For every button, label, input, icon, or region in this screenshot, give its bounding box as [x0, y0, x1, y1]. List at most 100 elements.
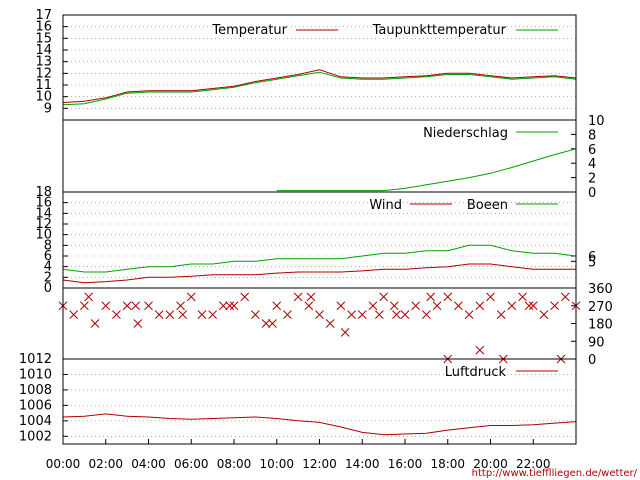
y-tick-label: 1012	[19, 352, 52, 367]
wind-direction-marker	[69, 310, 79, 319]
wind-direction-marker	[208, 310, 217, 319]
wind-direction-marker	[443, 292, 453, 302]
wind-direction-marker	[524, 301, 534, 311]
wind-direction-marker	[84, 292, 94, 302]
wind-direction-marker	[225, 301, 235, 311]
wind-direction-marker	[229, 301, 239, 311]
y-tick-label: 18	[35, 185, 52, 200]
series-line-luftdruck	[62, 413, 577, 436]
y-tick-label: 8	[44, 238, 52, 253]
y2-tick-label: 180	[588, 318, 613, 333]
y-tick-label: 6	[44, 249, 52, 264]
y-tick-label: 4	[44, 260, 52, 275]
wind-direction-marker	[251, 310, 260, 319]
wind-direction-marker	[374, 310, 384, 319]
wind-direction-marker	[268, 319, 277, 328]
wind-direction-marker	[122, 301, 132, 311]
wind-direction-marker	[293, 292, 303, 302]
y-tick-label: 1006	[19, 398, 52, 413]
wind-direction-marker	[240, 292, 250, 302]
wind-direction-marker	[283, 310, 292, 319]
wind-direction-marker	[389, 301, 399, 311]
wind-direction-marker	[539, 310, 549, 319]
y2-tick-label: 0	[588, 186, 596, 201]
y-tick-label: 15	[35, 31, 52, 46]
y2-tick-label: 0	[588, 353, 596, 368]
y-tick-label: 10	[35, 228, 52, 243]
wind-direction-marker	[336, 301, 346, 311]
y-tick-label: 14	[35, 43, 52, 58]
legend-label-temperatur: Temperatur	[211, 23, 287, 38]
source-url: http://www.tiefflliegen.de/wetter/	[472, 468, 638, 479]
wind-direction-marker	[315, 310, 324, 319]
wind-direction-marker	[422, 310, 431, 319]
x-tick-label: 10:00	[259, 457, 294, 471]
x-tick-label: 04:00	[131, 457, 166, 471]
y-tick-label: 10	[35, 90, 52, 105]
y-tick-label: 17	[35, 8, 52, 23]
y2-tick-label: 6	[588, 143, 596, 158]
x-tick-label: 20:00	[473, 457, 508, 471]
wind-direction-marker	[131, 301, 141, 311]
series-line-boeen	[62, 244, 577, 273]
y2-tick-label: 270	[588, 300, 613, 315]
wind-direction-marker	[306, 292, 316, 302]
wind-direction-marker	[340, 328, 350, 337]
wind-direction-marker	[178, 310, 188, 319]
wind-direction-marker	[496, 310, 506, 319]
y-tick-label: 0	[44, 281, 52, 296]
legend-label-taupunkttemperatur: Taupunkttemperatur	[372, 23, 507, 38]
wind-direction-marker	[304, 301, 314, 311]
y2-tick-label: 5	[588, 255, 596, 270]
y-tick-label: 11	[35, 78, 52, 93]
wind-direction-marker	[432, 301, 442, 311]
x-tick-label: 06:00	[174, 457, 209, 471]
y-tick-label: 12	[35, 66, 52, 81]
legend-label-wind: Wind	[369, 198, 402, 213]
wind-direction-marker	[261, 319, 271, 328]
y-tick-label: 1004	[19, 414, 52, 429]
plot-layer: 9101112131415161702468100246810121416185…	[19, 8, 613, 471]
wind-direction-marker	[154, 310, 164, 319]
wind-direction-marker	[454, 301, 463, 311]
wind-direction-marker	[368, 301, 378, 311]
wind-direction-marker	[197, 310, 207, 319]
wind-direction-marker	[550, 301, 559, 311]
wind-direction-marker	[411, 301, 421, 311]
wind-direction-marker	[347, 310, 356, 319]
wind-direction-marker	[426, 292, 436, 302]
x-tick-label: 00:00	[46, 457, 81, 471]
wind-direction-marker	[133, 319, 143, 328]
wind-direction-marker	[165, 310, 175, 319]
legend-label-luftdruck: Luftdruck	[445, 365, 507, 380]
y-tick-label: 1010	[19, 367, 52, 382]
wind-direction-marker	[218, 301, 228, 311]
wind-direction-marker	[80, 301, 89, 311]
x-tick-label: 22:00	[516, 457, 551, 471]
wind-direction-marker	[475, 301, 485, 311]
y-tick-label: 1002	[19, 429, 52, 444]
y-tick-label: 16	[35, 20, 52, 35]
legend-label-boeen: Boeen	[467, 198, 508, 213]
series-line-niederschlag	[276, 148, 577, 192]
wind-direction-marker	[392, 310, 401, 319]
wind-direction-marker	[357, 310, 367, 319]
y-tick-label: 14	[35, 206, 52, 221]
y-tick-label: 2	[44, 270, 52, 285]
wind-direction-marker	[186, 292, 196, 302]
series-line-taupunkttemperatur	[62, 71, 577, 106]
wind-direction-marker	[528, 301, 538, 311]
wind-direction-marker	[101, 301, 111, 311]
wind-direction-marker	[176, 301, 185, 311]
wind-direction-marker	[400, 310, 410, 319]
y2-tick-label: 6	[588, 250, 596, 265]
wind-direction-marker	[379, 292, 388, 302]
wind-direction-marker	[90, 319, 100, 328]
wind-direction-marker	[464, 310, 474, 319]
y2-tick-label: 90	[588, 335, 605, 350]
y-tick-label: 13	[35, 55, 52, 70]
wind-direction-marker	[272, 301, 282, 311]
x-tick-label: 02:00	[88, 457, 123, 471]
